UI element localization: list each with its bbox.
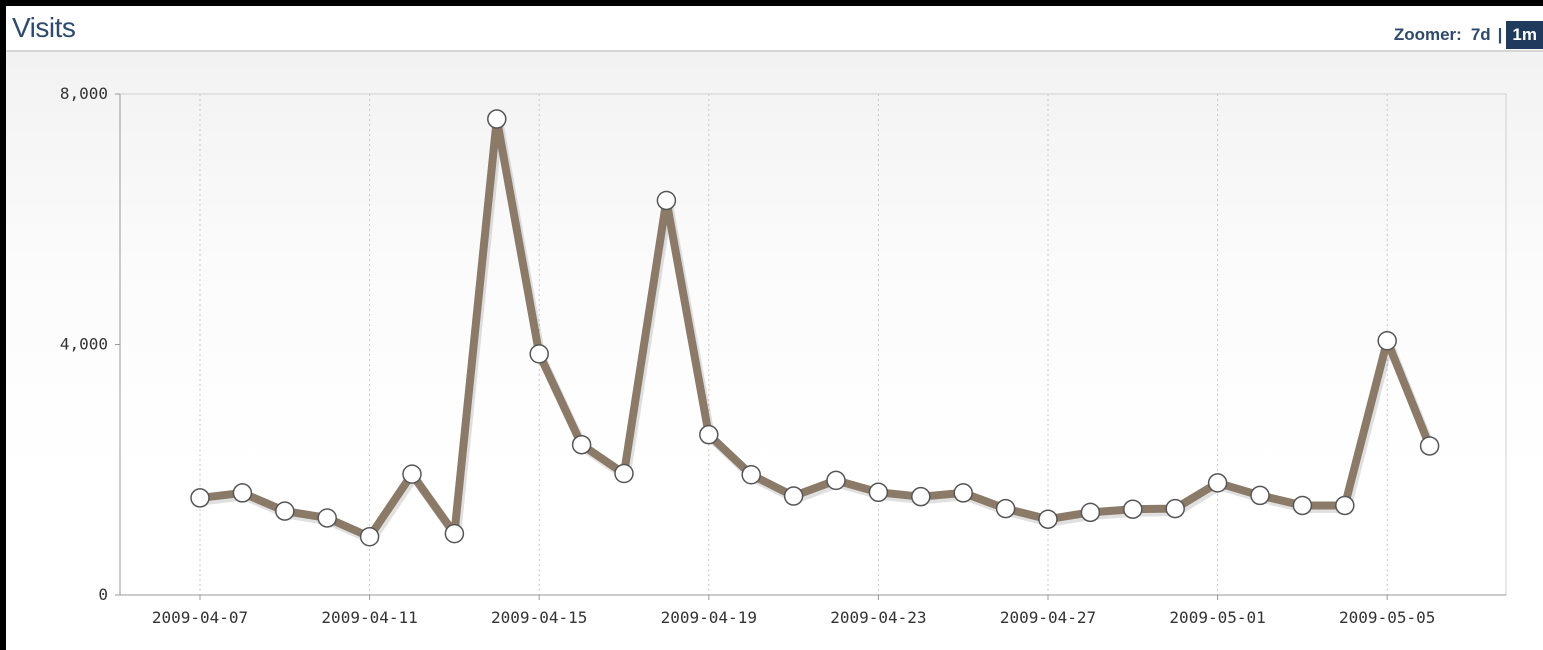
data-point — [1419, 436, 1440, 456]
data-point — [529, 344, 549, 364]
data-point — [868, 482, 889, 503]
data-point — [359, 527, 380, 547]
y-tick-label: 0 — [98, 585, 108, 604]
data-point — [275, 501, 295, 521]
data-point — [1038, 509, 1058, 529]
data-point — [1250, 485, 1270, 506]
chart-header: Visits Zoomer: 7d | 1m — [6, 6, 1543, 52]
data-point — [995, 498, 1016, 519]
top-border — [0, 0, 1543, 6]
x-tick-label: 2009-04-07 — [152, 608, 248, 627]
x-tick-label: 2009-04-27 — [1000, 608, 1096, 627]
data-point — [741, 465, 761, 485]
data-point — [656, 190, 677, 211]
data-point — [1335, 495, 1355, 516]
data-point — [614, 463, 634, 484]
marker-layer — [190, 109, 1440, 547]
zoomer: Zoomer: 7d | 1m — [1394, 18, 1543, 52]
data-point — [232, 483, 253, 503]
data-point — [911, 486, 931, 507]
data-point — [402, 464, 422, 484]
data-point — [953, 483, 973, 503]
data-point — [699, 424, 719, 445]
axes-layer: 2009-04-07 2009-04-11 2009-04-15 2009-04-19… — [60, 84, 1507, 627]
x-tick-label: 2009-04-23 — [830, 608, 926, 627]
series-line — [196, 115, 1434, 541]
x-tick-label: 2009-05-05 — [1339, 608, 1435, 627]
data-point — [1165, 498, 1185, 519]
x-tick-label: 2009-04-11 — [321, 608, 417, 627]
series-line-shadow — [197, 117, 1437, 545]
zoom-option-7d[interactable]: 7d — [1470, 25, 1491, 44]
plot-background — [6, 52, 1543, 650]
data-point — [826, 470, 846, 491]
data-point — [571, 434, 592, 455]
x-tick-label: 2009-05-01 — [1169, 608, 1265, 627]
data-point — [1292, 495, 1313, 516]
zoom-option-1m[interactable]: 1m — [1506, 21, 1543, 49]
chart-title: Visits — [12, 12, 76, 43]
data-point — [783, 486, 804, 506]
data-point — [1123, 499, 1143, 519]
data-point — [444, 523, 465, 544]
y-tick-label: 8,000 — [60, 84, 108, 103]
x-tick-label: 2009-04-19 — [661, 608, 757, 627]
y-tick-label: 4,000 — [60, 335, 108, 354]
data-point — [190, 488, 210, 508]
zoom-separator: | — [1497, 25, 1503, 44]
data-point — [1080, 502, 1101, 523]
zoomer-label: Zoomer: — [1393, 25, 1462, 44]
left-border — [0, 0, 6, 650]
data-point — [1377, 330, 1397, 351]
data-point — [487, 109, 507, 129]
x-tick-label: 2009-04-15 — [491, 608, 587, 627]
series-layer — [196, 115, 1437, 545]
data-point — [1207, 473, 1228, 493]
data-point — [317, 508, 337, 528]
